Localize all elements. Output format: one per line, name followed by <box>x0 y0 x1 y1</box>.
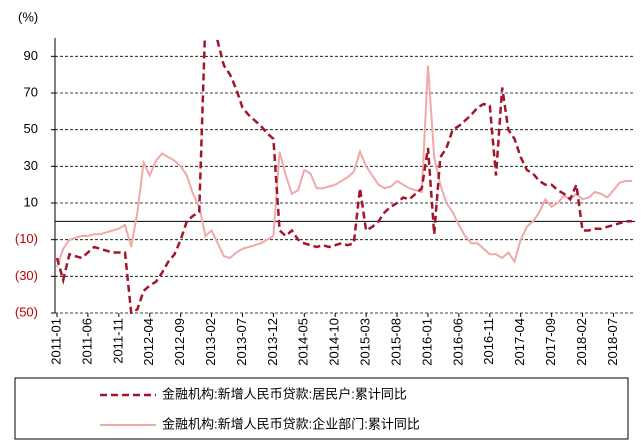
y-tick-label: (50) <box>15 304 38 319</box>
x-tick-label: 2012-09 <box>172 318 187 366</box>
x-tick-label: 2013-02 <box>203 318 218 366</box>
x-tick-label: 2017-04 <box>512 318 527 366</box>
x-tick-label: 2011-06 <box>79 318 94 365</box>
legend-label: 金融机构:新增人民币贷款:居民户:累计同比 <box>162 386 407 401</box>
x-tick-label: 2014-10 <box>327 318 342 366</box>
x-tick-label: 2012-04 <box>141 318 156 366</box>
plot-area <box>55 38 632 314</box>
x-tick-label: 2011-11 <box>110 318 125 364</box>
y-unit-label: (%) <box>18 9 38 24</box>
x-tick-label: 2015-08 <box>388 318 403 366</box>
legend-box <box>14 377 629 440</box>
x-tick-label: 2014-05 <box>296 318 311 366</box>
x-tick-label: 2018-02 <box>574 318 589 366</box>
y-tick-label: 50 <box>24 121 38 136</box>
x-tick-label: 2018-07 <box>605 318 620 366</box>
y-tick-label: 70 <box>24 84 38 99</box>
y-tick-label: (10) <box>15 231 38 246</box>
y-tick-label: 90 <box>24 48 38 63</box>
legend-label: 金融机构:新增人民币贷款:企业部门:累计同比 <box>162 416 420 431</box>
x-tick-label: 2011-01 <box>48 318 63 365</box>
y-tick-label: (30) <box>15 268 38 283</box>
series-line <box>56 65 632 268</box>
x-tick-label: 2013-07 <box>234 318 249 366</box>
y-tick-label: 10 <box>24 194 38 209</box>
x-tick-label: 2013-12 <box>265 318 280 366</box>
x-tick-label: 2015-03 <box>358 318 373 366</box>
x-tick-label: 2017-09 <box>543 318 558 366</box>
y-tick-label: 30 <box>24 158 38 173</box>
x-tick-label: 2016-11 <box>481 318 496 365</box>
series-line <box>55 38 632 314</box>
x-tick-label: 2016-01 <box>419 318 434 366</box>
x-tick-label: 2016-06 <box>450 318 465 366</box>
